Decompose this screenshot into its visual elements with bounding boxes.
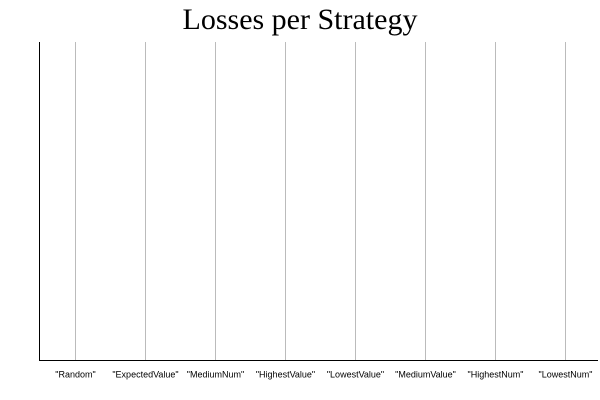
x-tick-label: "HighestValue" [256,369,315,379]
x-tick-label: "LowestValue" [327,369,384,379]
x-tick-label: "ExpectedValue" [112,369,178,379]
chart-title: Losses per Strategy [183,3,418,36]
x-tick-label: "MediumNum" [187,369,244,379]
x-tick-label: "HighestNum" [468,369,524,379]
x-tick-label: "Random" [55,369,95,379]
x-tick-label: "LowestNum" [539,369,593,379]
x-tick-label: "MediumValue" [395,369,456,379]
